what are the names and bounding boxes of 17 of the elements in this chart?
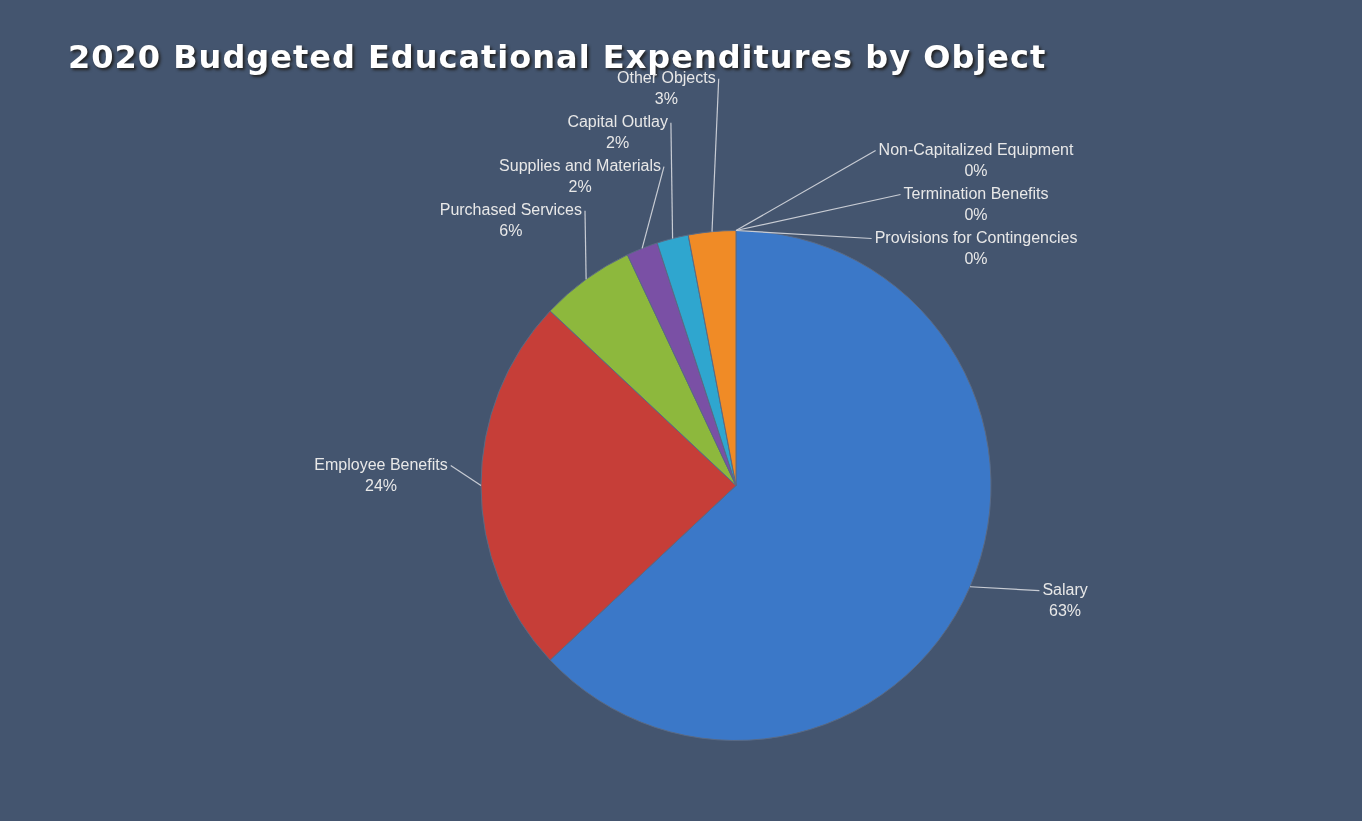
data-label: 6% <box>499 222 523 240</box>
text: 0% <box>964 161 988 179</box>
data-label: 2% <box>606 134 630 152</box>
slice-label: Purchased Services <box>439 201 582 219</box>
category-label: Non-Capitalized Equipment <box>878 140 1074 158</box>
data-label: 24% <box>364 476 398 494</box>
slice-label: Salary <box>1042 581 1088 599</box>
data-label: 3% <box>654 90 678 108</box>
text: 0% <box>964 249 988 267</box>
slice-label: Capital Outlay <box>567 113 668 131</box>
data-label: 2% <box>568 178 592 196</box>
data-label: 63% <box>1049 602 1082 620</box>
category-label: Termination Benefits <box>903 184 1049 202</box>
slice-label: Supplies and Materials <box>499 157 661 175</box>
category-label: Provisions for Contingencies <box>874 228 1078 246</box>
text: 0% <box>964 205 988 223</box>
slice-label: Employee Benefits <box>314 455 448 473</box>
